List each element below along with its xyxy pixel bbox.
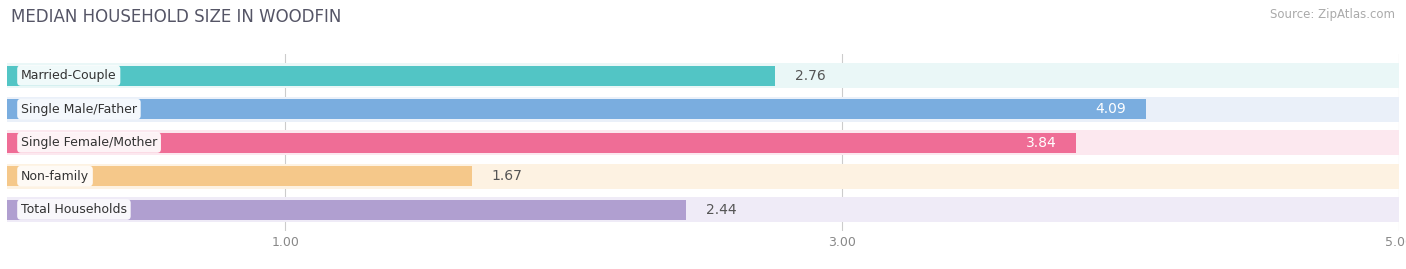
Bar (7, 130, 1399, 155)
Text: 3.84: 3.84 (1026, 136, 1056, 150)
Text: 4.09: 4.09 (1095, 102, 1126, 116)
Text: 2.44: 2.44 (706, 203, 737, 217)
Text: Total Households: Total Households (21, 203, 127, 216)
Bar (7, 200, 686, 220)
Bar (7, 133, 1076, 153)
Bar (7, 63, 1399, 88)
Bar (7, 97, 1399, 122)
Text: Single Female/Mother: Single Female/Mother (21, 136, 157, 149)
Bar (7, 99, 1146, 119)
Text: Married-Couple: Married-Couple (21, 69, 117, 82)
Text: Single Male/Father: Single Male/Father (21, 102, 136, 116)
Bar (7, 164, 1399, 189)
Text: Non-family: Non-family (21, 169, 89, 183)
Text: 2.76: 2.76 (794, 69, 825, 83)
Bar (7, 166, 472, 186)
Text: 1.67: 1.67 (492, 169, 522, 183)
Text: MEDIAN HOUSEHOLD SIZE IN WOODFIN: MEDIAN HOUSEHOLD SIZE IN WOODFIN (11, 8, 342, 26)
Bar (7, 66, 775, 86)
Bar (7, 197, 1399, 222)
Text: Source: ZipAtlas.com: Source: ZipAtlas.com (1270, 8, 1395, 21)
